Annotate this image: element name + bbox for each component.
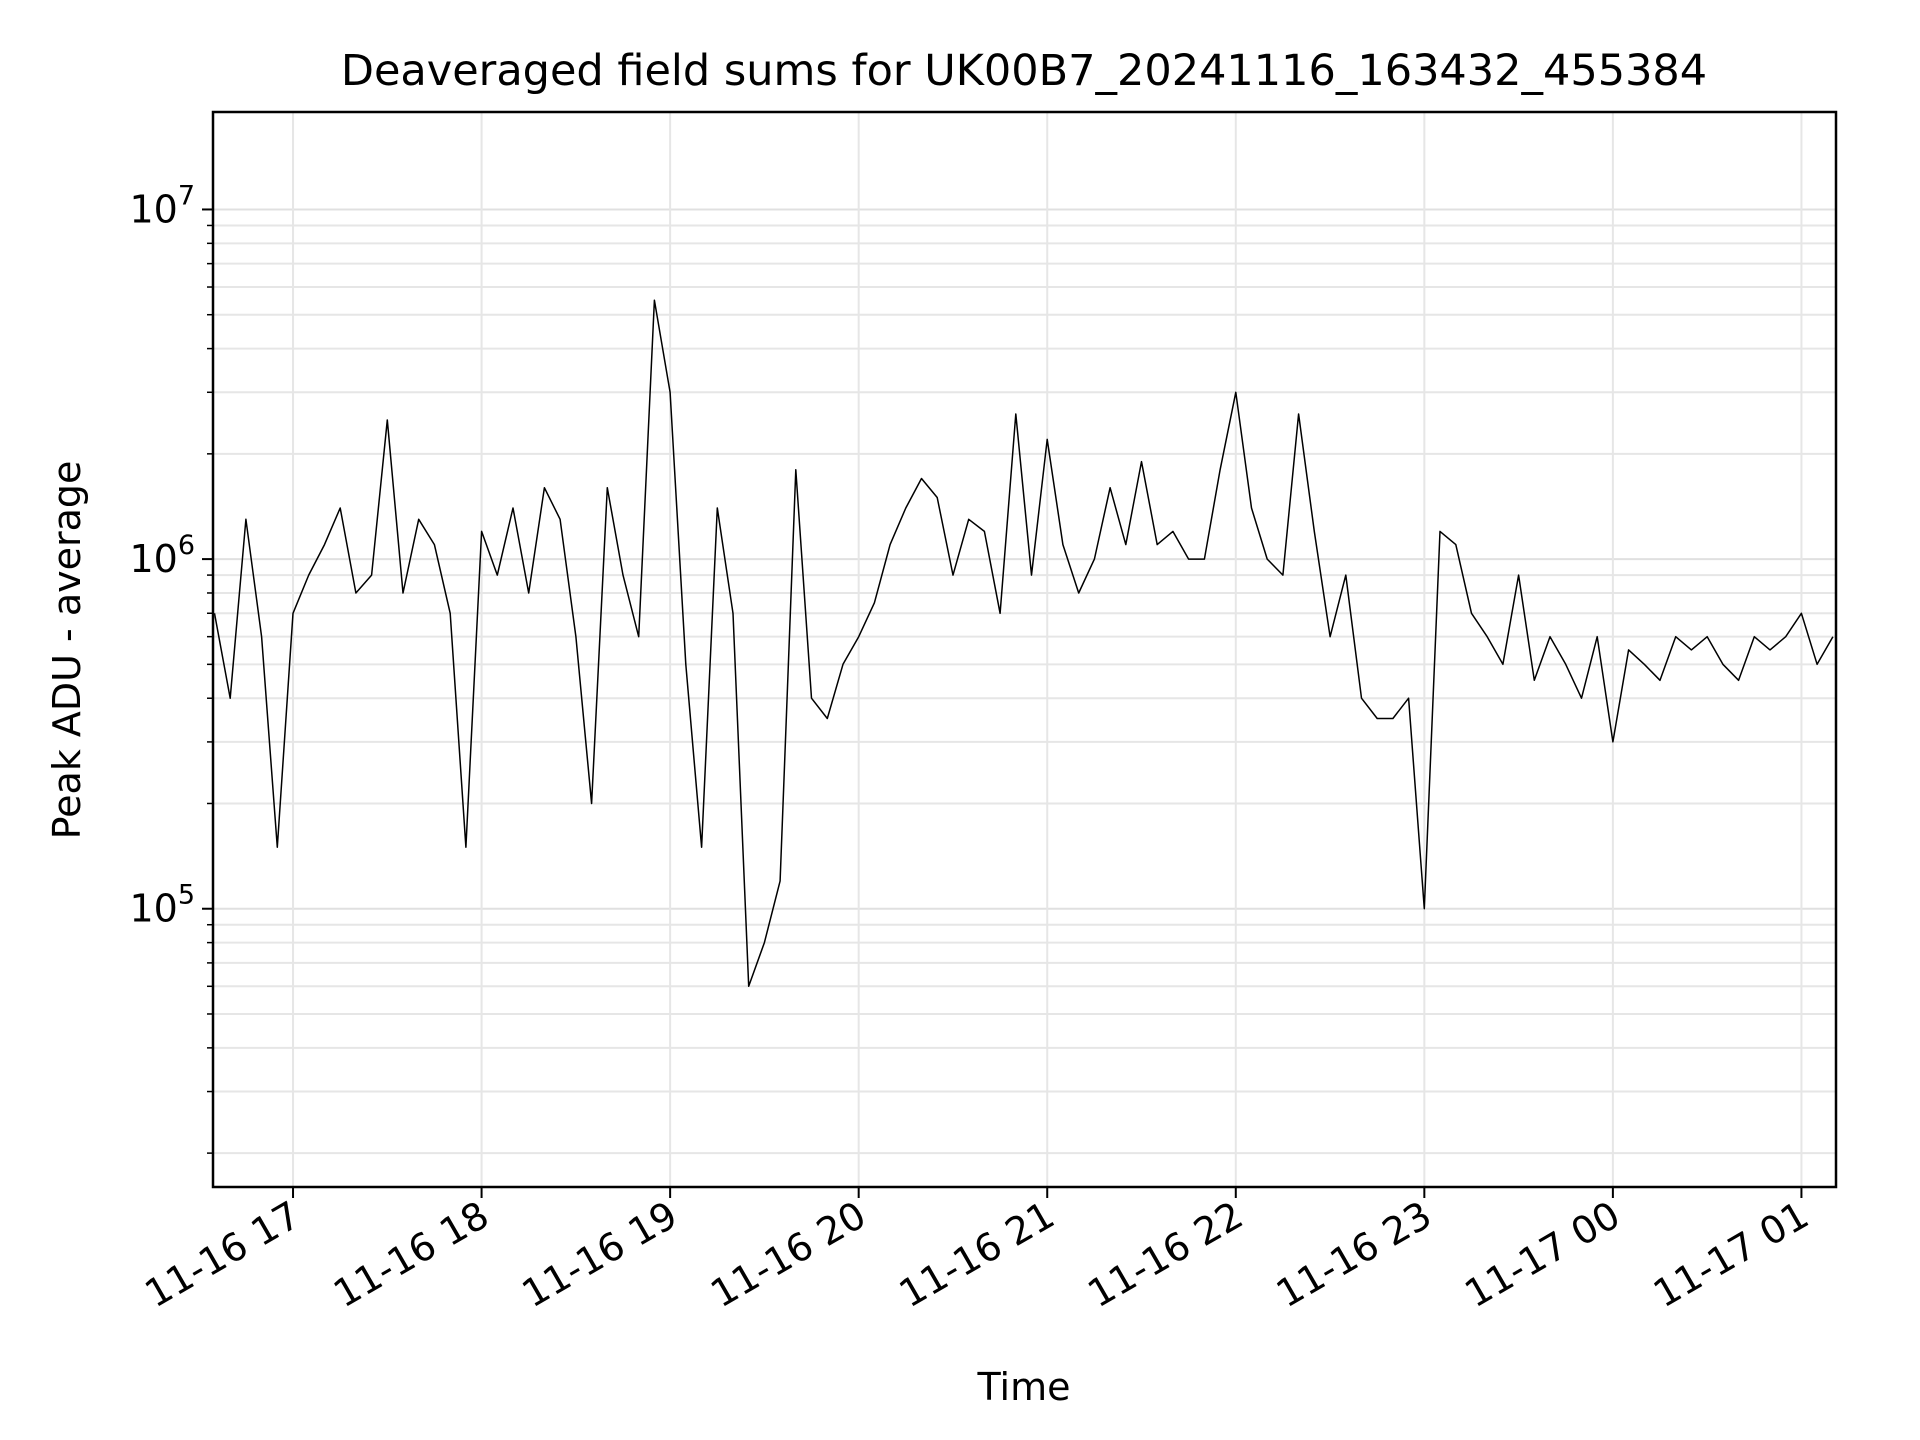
y-tick-label: 107 <box>129 180 195 231</box>
series-layer <box>213 299 1834 988</box>
chart-title: Deaveraged field sums for UK00B7_2024111… <box>341 46 1707 96</box>
plot-frame <box>211 110 1838 1189</box>
series-line <box>213 299 1834 988</box>
x-axis-label: Time <box>977 1365 1071 1409</box>
y-tick-label: 106 <box>129 530 195 581</box>
y-axis-label: Peak ADU - average <box>45 461 89 840</box>
grid <box>213 112 1836 1187</box>
y-tick-label: 105 <box>129 880 195 931</box>
